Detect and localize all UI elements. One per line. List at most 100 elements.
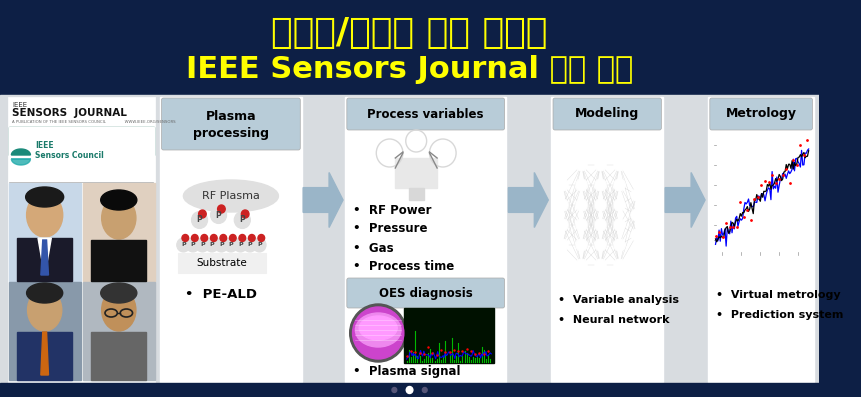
Ellipse shape xyxy=(27,283,63,303)
Bar xyxy=(8,97,155,382)
Bar xyxy=(91,332,146,380)
Text: •  Plasma signal: • Plasma signal xyxy=(353,366,461,378)
Bar xyxy=(0,0,818,95)
Text: P: P xyxy=(196,216,202,224)
Circle shape xyxy=(186,238,199,252)
Bar xyxy=(404,308,493,363)
Text: Metrology: Metrology xyxy=(725,108,796,121)
Text: •  Virtual metrology: • Virtual metrology xyxy=(715,290,839,300)
Bar xyxy=(83,183,155,281)
FancyBboxPatch shape xyxy=(346,278,504,308)
Circle shape xyxy=(575,179,586,191)
Ellipse shape xyxy=(101,190,137,210)
Polygon shape xyxy=(38,238,52,260)
Text: SENSORS  JOURNAL: SENSORS JOURNAL xyxy=(12,108,127,118)
Circle shape xyxy=(214,238,228,252)
Circle shape xyxy=(613,259,624,271)
Circle shape xyxy=(217,205,225,213)
Circle shape xyxy=(406,387,412,393)
Text: A PUBLICATION OF THE IEEE SENSORS COUNCIL               WWW.IEEE.ORG/SENSORS: A PUBLICATION OF THE IEEE SENSORS COUNCI… xyxy=(12,120,176,124)
Circle shape xyxy=(257,235,264,241)
Text: P: P xyxy=(209,243,214,247)
Circle shape xyxy=(177,238,189,252)
Text: IEEE Sensors Journal 논문 게재: IEEE Sensors Journal 논문 게재 xyxy=(186,56,633,85)
Bar xyxy=(177,253,266,273)
Circle shape xyxy=(575,159,586,171)
Circle shape xyxy=(594,159,605,171)
Text: P: P xyxy=(200,243,204,247)
FancyBboxPatch shape xyxy=(161,98,300,150)
Polygon shape xyxy=(303,173,343,227)
Circle shape xyxy=(594,199,605,211)
Text: •  RF Power: • RF Power xyxy=(353,204,431,216)
Text: Plasma
processing: Plasma processing xyxy=(193,110,269,139)
FancyBboxPatch shape xyxy=(346,98,504,130)
Circle shape xyxy=(392,387,396,393)
Text: RF Plasma: RF Plasma xyxy=(201,191,259,201)
Text: Substrate: Substrate xyxy=(195,258,246,268)
Text: P: P xyxy=(239,216,245,224)
Bar xyxy=(9,282,81,380)
Circle shape xyxy=(191,235,198,241)
Text: 윤일구/김형준 교수 연구팀: 윤일구/김형준 교수 연구팀 xyxy=(271,16,547,50)
Circle shape xyxy=(630,229,641,241)
Polygon shape xyxy=(40,240,48,275)
Bar xyxy=(17,238,72,281)
FancyBboxPatch shape xyxy=(553,98,660,130)
Text: Sensors Council: Sensors Council xyxy=(35,151,104,160)
Circle shape xyxy=(594,219,605,231)
Text: Modeling: Modeling xyxy=(574,108,639,121)
Ellipse shape xyxy=(102,197,136,239)
Text: P: P xyxy=(181,243,185,247)
Circle shape xyxy=(210,235,217,241)
Ellipse shape xyxy=(26,187,64,207)
Text: •  Gas: • Gas xyxy=(353,241,393,254)
Circle shape xyxy=(613,239,624,251)
Bar xyxy=(550,97,662,382)
Ellipse shape xyxy=(101,283,137,303)
Circle shape xyxy=(556,199,567,211)
Text: P: P xyxy=(215,210,221,220)
Text: P: P xyxy=(238,243,243,247)
Bar xyxy=(344,97,506,382)
Circle shape xyxy=(613,179,624,191)
Circle shape xyxy=(198,210,206,218)
Bar xyxy=(0,95,818,385)
Bar xyxy=(408,188,424,200)
Circle shape xyxy=(630,189,641,201)
Circle shape xyxy=(630,209,641,221)
Bar xyxy=(0,385,818,397)
Circle shape xyxy=(201,235,208,241)
Polygon shape xyxy=(11,149,30,155)
Bar xyxy=(0,383,818,397)
Text: OES diagnosis: OES diagnosis xyxy=(378,287,472,299)
Text: •  Pressure: • Pressure xyxy=(353,222,428,235)
Bar xyxy=(395,158,437,188)
Polygon shape xyxy=(40,332,48,375)
Polygon shape xyxy=(508,173,548,227)
Ellipse shape xyxy=(183,180,278,212)
Text: •  Variable analysis: • Variable analysis xyxy=(557,295,678,305)
Ellipse shape xyxy=(28,289,62,331)
Bar xyxy=(713,132,809,252)
Bar xyxy=(707,97,814,382)
Text: P: P xyxy=(219,243,224,247)
Bar xyxy=(91,240,146,281)
Ellipse shape xyxy=(352,307,404,359)
Ellipse shape xyxy=(359,316,397,340)
Circle shape xyxy=(575,239,586,251)
Circle shape xyxy=(575,259,586,271)
Bar xyxy=(9,127,154,182)
Circle shape xyxy=(613,199,624,211)
Polygon shape xyxy=(665,173,704,227)
Circle shape xyxy=(594,179,605,191)
Circle shape xyxy=(594,259,605,271)
Text: P: P xyxy=(190,243,195,247)
Text: •  PE-ALD: • PE-ALD xyxy=(185,289,257,301)
Bar xyxy=(159,97,302,382)
Circle shape xyxy=(613,219,624,231)
Circle shape xyxy=(224,238,238,252)
Polygon shape xyxy=(11,159,30,165)
Ellipse shape xyxy=(102,289,136,331)
Circle shape xyxy=(556,179,567,191)
